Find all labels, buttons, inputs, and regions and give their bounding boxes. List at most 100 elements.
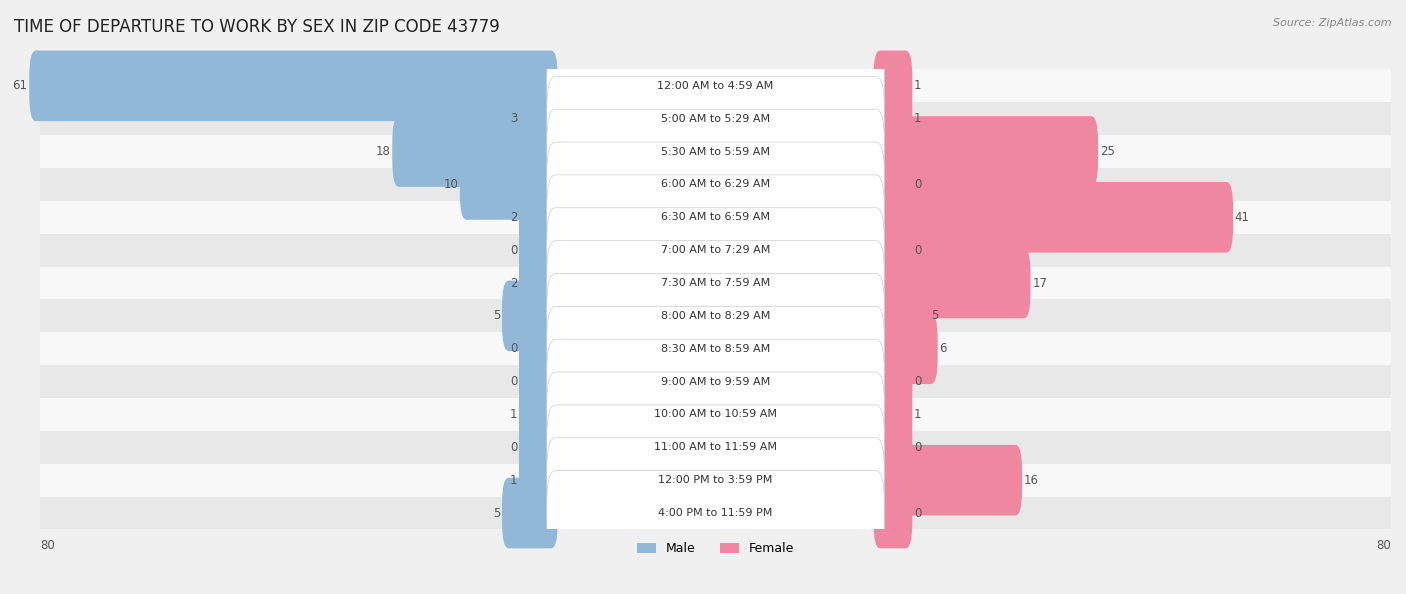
- FancyBboxPatch shape: [547, 175, 884, 260]
- Bar: [24, 299, 1406, 332]
- FancyBboxPatch shape: [519, 215, 558, 286]
- Text: 0: 0: [510, 342, 517, 355]
- Bar: [24, 168, 1406, 201]
- Text: 12:00 AM to 4:59 AM: 12:00 AM to 4:59 AM: [658, 81, 773, 91]
- FancyBboxPatch shape: [547, 43, 884, 128]
- Text: 5: 5: [494, 507, 501, 520]
- FancyBboxPatch shape: [519, 182, 558, 252]
- FancyBboxPatch shape: [547, 438, 884, 523]
- Text: 0: 0: [510, 375, 517, 388]
- Text: 1: 1: [914, 80, 921, 92]
- FancyBboxPatch shape: [873, 314, 938, 384]
- Bar: [24, 464, 1406, 497]
- Bar: [24, 135, 1406, 168]
- FancyBboxPatch shape: [547, 339, 884, 424]
- Text: 2: 2: [510, 277, 517, 289]
- FancyBboxPatch shape: [547, 109, 884, 194]
- Text: 6: 6: [939, 342, 946, 355]
- Text: 0: 0: [914, 441, 921, 454]
- FancyBboxPatch shape: [873, 50, 912, 121]
- FancyBboxPatch shape: [873, 478, 912, 548]
- FancyBboxPatch shape: [873, 182, 1233, 252]
- FancyBboxPatch shape: [873, 83, 912, 154]
- Text: 5:30 AM to 5:59 AM: 5:30 AM to 5:59 AM: [661, 147, 770, 157]
- Bar: [24, 431, 1406, 464]
- FancyBboxPatch shape: [519, 314, 558, 384]
- Text: 0: 0: [914, 178, 921, 191]
- Legend: Male, Female: Male, Female: [637, 542, 794, 555]
- FancyBboxPatch shape: [547, 307, 884, 391]
- Text: 4:00 PM to 11:59 PM: 4:00 PM to 11:59 PM: [658, 508, 773, 518]
- Text: 5: 5: [494, 309, 501, 323]
- FancyBboxPatch shape: [547, 208, 884, 293]
- Text: 1: 1: [914, 112, 921, 125]
- FancyBboxPatch shape: [547, 470, 884, 555]
- FancyBboxPatch shape: [873, 346, 912, 417]
- Text: 17: 17: [1032, 277, 1047, 289]
- FancyBboxPatch shape: [547, 142, 884, 227]
- Text: 12:00 PM to 3:59 PM: 12:00 PM to 3:59 PM: [658, 475, 773, 485]
- FancyBboxPatch shape: [547, 76, 884, 161]
- FancyBboxPatch shape: [519, 445, 558, 516]
- Bar: [24, 201, 1406, 233]
- FancyBboxPatch shape: [873, 379, 912, 450]
- FancyBboxPatch shape: [547, 241, 884, 326]
- Text: 80: 80: [41, 539, 55, 552]
- Text: 2: 2: [510, 211, 517, 224]
- Text: 1: 1: [914, 408, 921, 421]
- Text: 8:00 AM to 8:29 AM: 8:00 AM to 8:29 AM: [661, 311, 770, 321]
- Bar: [24, 398, 1406, 431]
- Text: 0: 0: [914, 244, 921, 257]
- Text: 7:00 AM to 7:29 AM: 7:00 AM to 7:29 AM: [661, 245, 770, 255]
- FancyBboxPatch shape: [873, 412, 912, 483]
- FancyBboxPatch shape: [873, 215, 912, 286]
- Bar: [24, 267, 1406, 299]
- FancyBboxPatch shape: [30, 50, 558, 121]
- Text: 0: 0: [510, 244, 517, 257]
- Text: 3: 3: [510, 112, 517, 125]
- FancyBboxPatch shape: [519, 379, 558, 450]
- Text: 0: 0: [914, 507, 921, 520]
- Text: 6:00 AM to 6:29 AM: 6:00 AM to 6:29 AM: [661, 179, 770, 189]
- FancyBboxPatch shape: [547, 273, 884, 358]
- FancyBboxPatch shape: [547, 372, 884, 457]
- FancyBboxPatch shape: [502, 280, 558, 351]
- FancyBboxPatch shape: [519, 346, 558, 417]
- FancyBboxPatch shape: [873, 248, 1031, 318]
- FancyBboxPatch shape: [519, 248, 558, 318]
- Text: 9:00 AM to 9:59 AM: 9:00 AM to 9:59 AM: [661, 377, 770, 387]
- FancyBboxPatch shape: [873, 149, 912, 220]
- FancyBboxPatch shape: [873, 445, 1022, 516]
- Text: 25: 25: [1099, 145, 1115, 158]
- Text: 5: 5: [931, 309, 938, 323]
- FancyBboxPatch shape: [547, 405, 884, 489]
- Text: Source: ZipAtlas.com: Source: ZipAtlas.com: [1274, 18, 1392, 28]
- Text: 6:30 AM to 6:59 AM: 6:30 AM to 6:59 AM: [661, 212, 770, 222]
- Text: 11:00 AM to 11:59 AM: 11:00 AM to 11:59 AM: [654, 443, 778, 452]
- FancyBboxPatch shape: [873, 116, 1098, 187]
- Text: 1: 1: [510, 408, 517, 421]
- FancyBboxPatch shape: [392, 116, 558, 187]
- Text: 16: 16: [1024, 473, 1039, 486]
- Text: 7:30 AM to 7:59 AM: 7:30 AM to 7:59 AM: [661, 278, 770, 288]
- Text: 41: 41: [1234, 211, 1250, 224]
- Bar: [24, 102, 1406, 135]
- Text: 80: 80: [1376, 539, 1391, 552]
- Bar: [24, 332, 1406, 365]
- Text: 0: 0: [510, 441, 517, 454]
- Bar: [24, 69, 1406, 102]
- FancyBboxPatch shape: [519, 412, 558, 483]
- FancyBboxPatch shape: [460, 149, 558, 220]
- Bar: [24, 497, 1406, 529]
- Text: TIME OF DEPARTURE TO WORK BY SEX IN ZIP CODE 43779: TIME OF DEPARTURE TO WORK BY SEX IN ZIP …: [14, 18, 499, 36]
- Text: 5:00 AM to 5:29 AM: 5:00 AM to 5:29 AM: [661, 113, 770, 124]
- Text: 18: 18: [375, 145, 391, 158]
- FancyBboxPatch shape: [519, 83, 558, 154]
- Text: 1: 1: [510, 473, 517, 486]
- FancyBboxPatch shape: [502, 478, 558, 548]
- Text: 10: 10: [443, 178, 458, 191]
- Bar: [24, 233, 1406, 267]
- Bar: [24, 365, 1406, 398]
- Text: 0: 0: [914, 375, 921, 388]
- FancyBboxPatch shape: [873, 280, 929, 351]
